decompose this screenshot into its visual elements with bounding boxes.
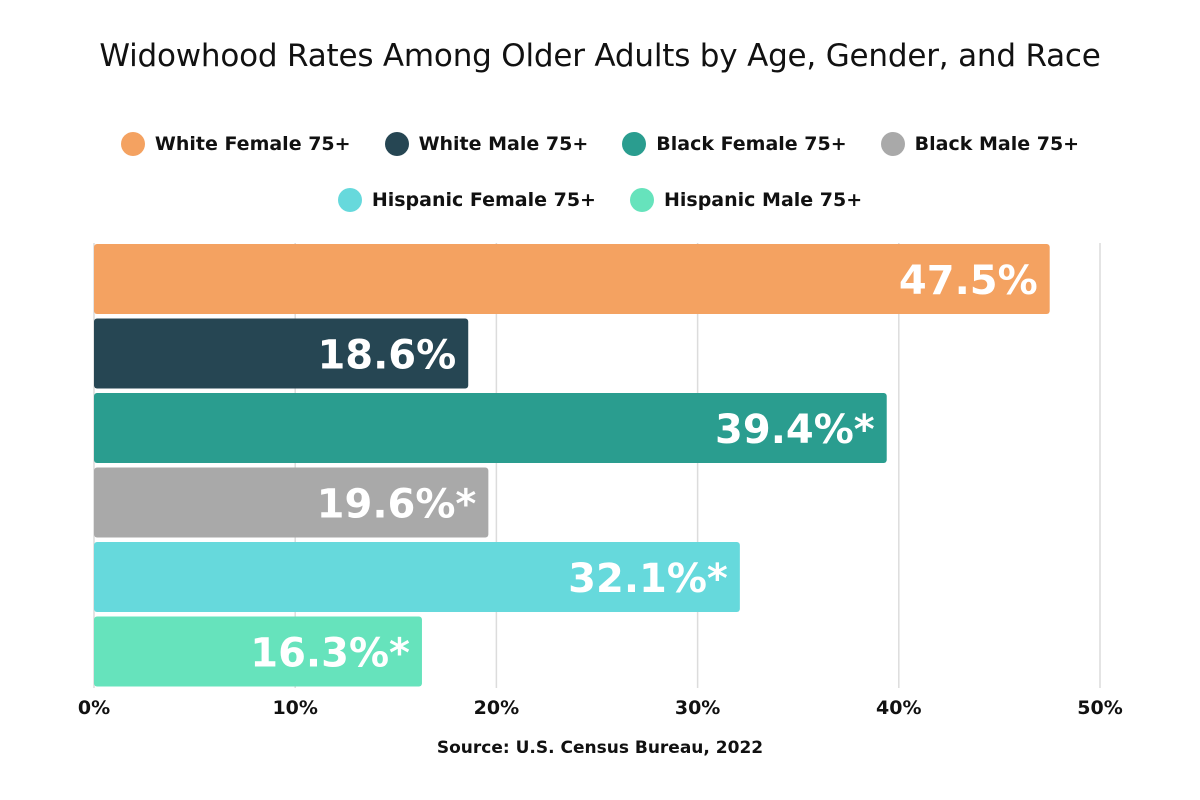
chart-title: Widowhood Rates Among Older Adults by Ag… xyxy=(99,38,1101,74)
bar xyxy=(94,318,469,389)
bar-value-label: 47.5% xyxy=(899,258,1038,304)
bar-value-label: 19.6%* xyxy=(317,482,477,528)
x-tick-label: 50% xyxy=(1077,697,1122,719)
x-tick-label: 10% xyxy=(272,697,317,719)
legend-swatch xyxy=(880,132,905,156)
legend-swatch xyxy=(622,132,647,156)
bar xyxy=(94,244,1050,314)
x-axis-ticks: 0% 10% 20% 30% 40% 50% xyxy=(78,697,1123,719)
bar xyxy=(94,542,740,612)
legend-swatch xyxy=(629,188,654,212)
legend-item: Black Male 75+ xyxy=(880,132,1080,156)
source-note: Source: U.S. Census Bureau, 2022 xyxy=(436,738,764,758)
legend-label: Black Female 75+ xyxy=(656,133,847,155)
grid-lines xyxy=(93,243,1101,688)
x-tick-label: 20% xyxy=(474,697,519,719)
bar-value-label: 18.6% xyxy=(317,333,456,379)
legend-item: White Female 75+ xyxy=(120,132,351,156)
legend-item: Hispanic Male 75+ xyxy=(629,188,863,212)
legend-swatch xyxy=(120,132,145,156)
legend-row: White Female 75+ White Male 75+ Black Fe… xyxy=(0,132,1200,156)
bar-value-label: 39.4%* xyxy=(715,407,875,453)
legend-label: White Female 75+ xyxy=(154,133,351,155)
legend-label: Black Male 75+ xyxy=(914,133,1080,155)
legend-item: Black Female 75+ xyxy=(622,132,847,156)
data-labels: 47.5% 18.6% 39.4%* 19.6%* 32.1%* 16.3%* xyxy=(250,258,1037,677)
x-tick-label: 40% xyxy=(876,697,921,719)
legend-item: Hispanic Female 75+ xyxy=(337,188,596,212)
x-tick-label: 0% xyxy=(78,697,110,719)
x-tick-label: 30% xyxy=(675,697,720,719)
legend-swatch xyxy=(384,132,409,156)
bar xyxy=(94,467,489,538)
legend-label: Hispanic Male 75+ xyxy=(663,189,863,211)
bars xyxy=(94,244,1050,687)
legend-label: White Male 75+ xyxy=(418,133,589,155)
bar xyxy=(94,393,887,463)
legend-item: White Male 75+ xyxy=(384,132,589,156)
legend-swatch xyxy=(337,188,362,212)
bar xyxy=(94,616,422,687)
bar-value-label: 32.1%* xyxy=(568,556,728,602)
legend-row: Hispanic Female 75+ Hispanic Male 75+ xyxy=(0,188,1200,212)
bar-value-label: 16.3%* xyxy=(250,631,410,677)
legend-label: Hispanic Female 75+ xyxy=(371,189,596,211)
